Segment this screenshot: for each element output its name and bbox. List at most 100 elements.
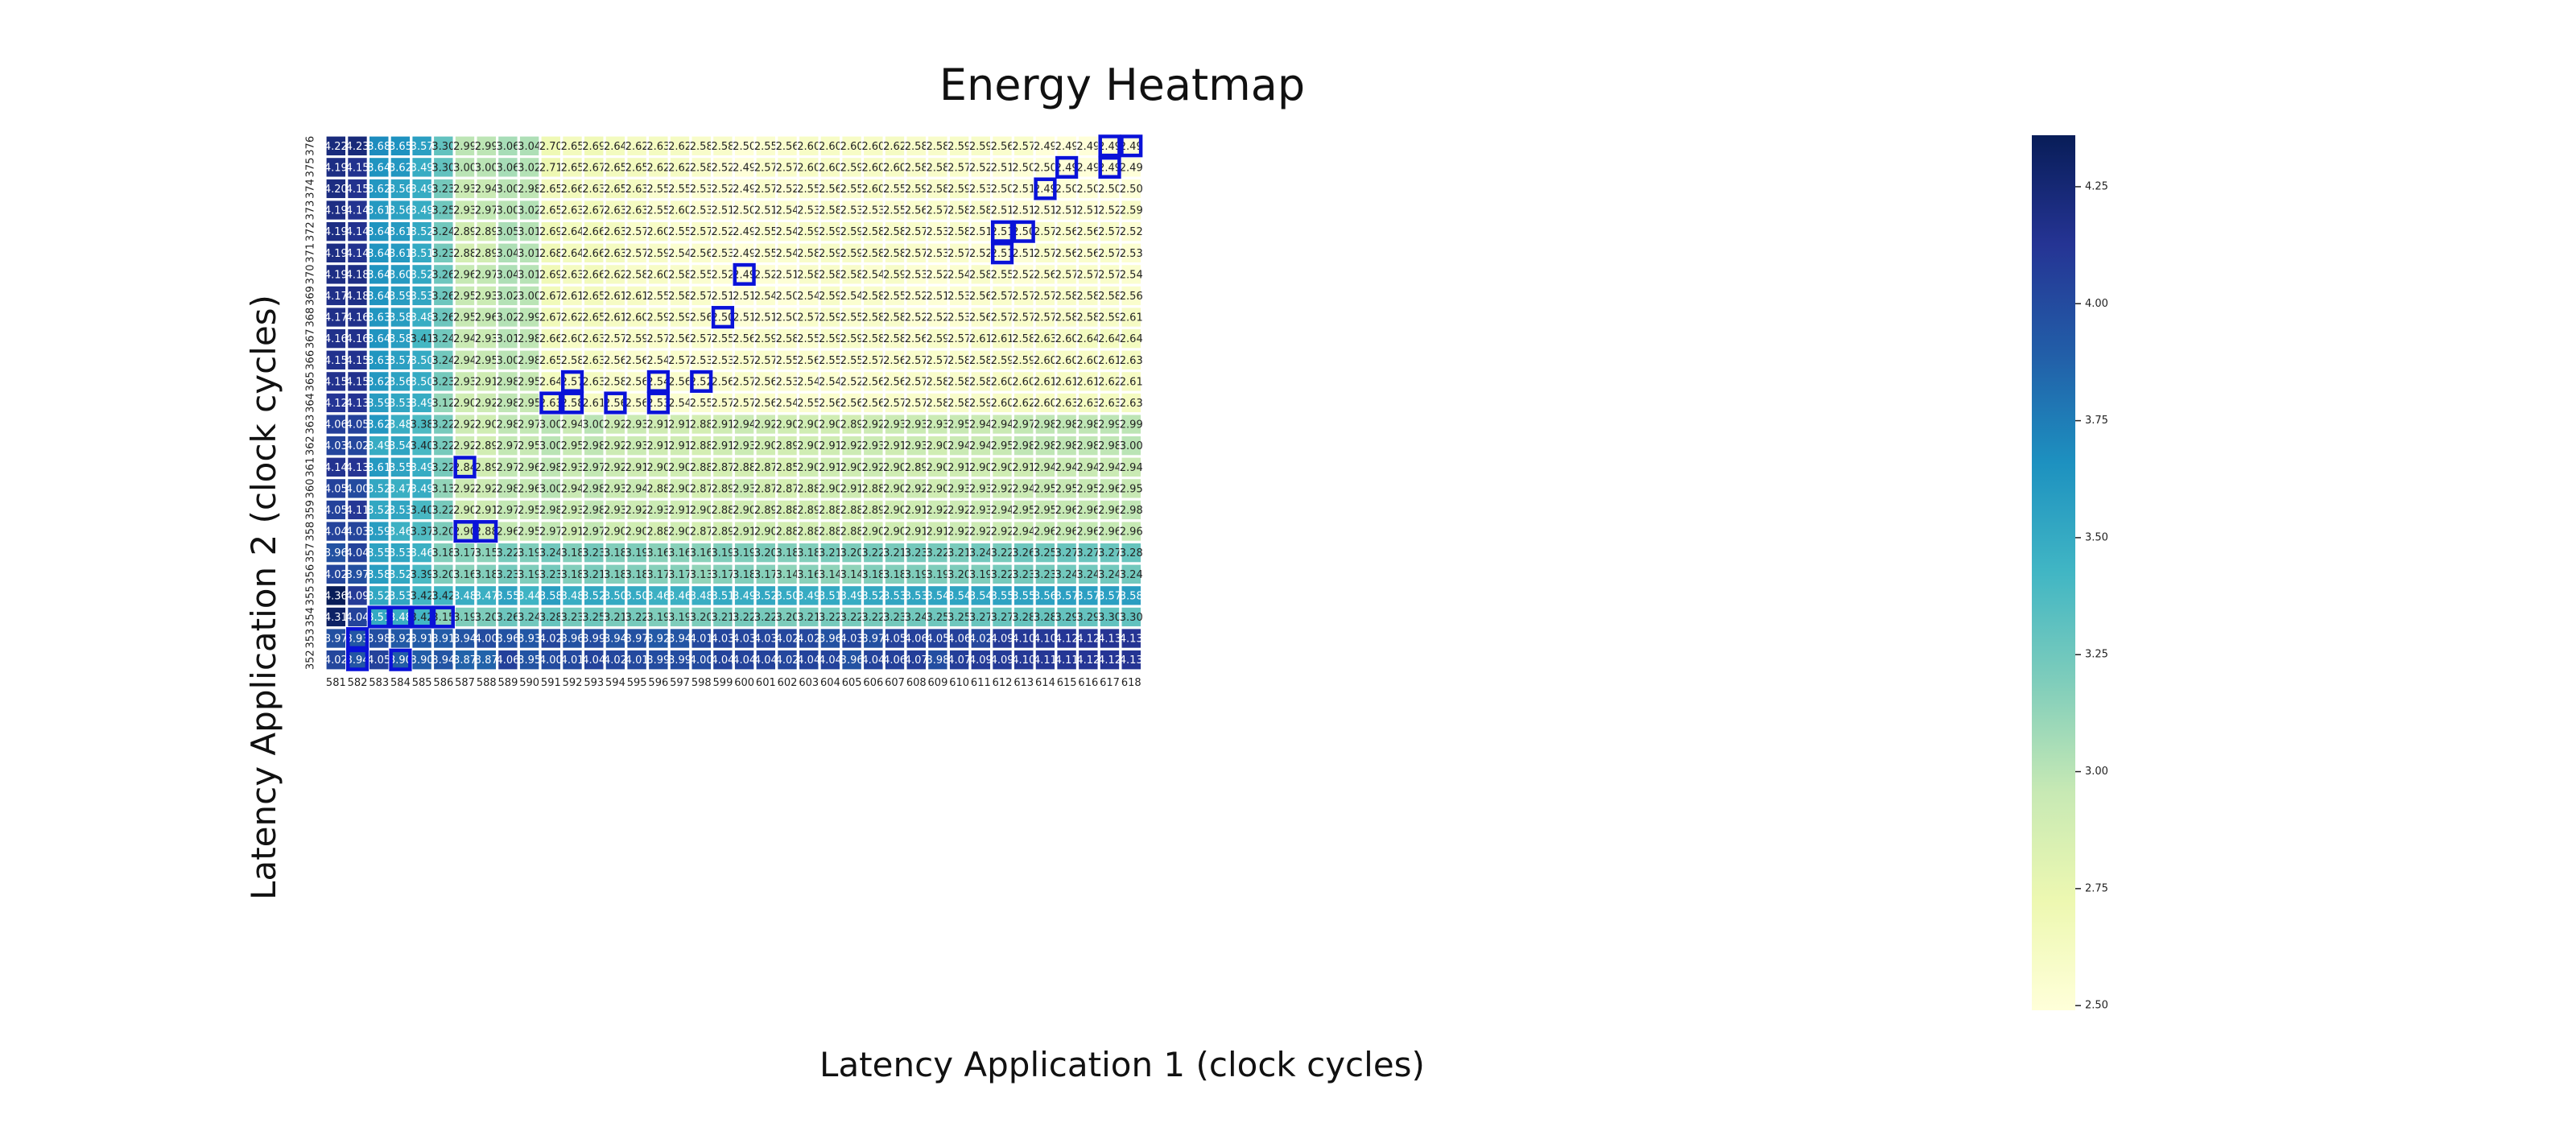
cell-value-label: 2.63 — [625, 205, 649, 217]
cell-value-label: 4.00 — [690, 654, 713, 667]
cell-value-label: 2.55 — [883, 205, 906, 217]
cell-value-label: 3.56 — [389, 184, 412, 196]
cell-value-label: 3.00 — [475, 162, 498, 174]
cell-value-label: 3.18 — [431, 547, 455, 559]
cell-value-label: 2.61 — [991, 333, 1014, 345]
cell-value-label: 2.59 — [754, 333, 778, 345]
cell-value-label: 3.23 — [431, 184, 455, 196]
cell-value-label: 2.96 — [496, 526, 519, 539]
cell-value-label: 2.62 — [668, 141, 691, 153]
heatmap-cell — [667, 241, 692, 266]
cell-value-label: 3.55 — [991, 590, 1014, 602]
cell-value-label: 4.02 — [776, 634, 799, 646]
cell-value-label: 3.49 — [797, 590, 820, 602]
cell-value-label: 2.53 — [1120, 248, 1143, 260]
cell-value-label: 2.98 — [496, 376, 519, 388]
cell-value-label: 4.02 — [797, 634, 820, 646]
cell-value-label: 2.56 — [883, 355, 906, 367]
cell-value-label: 2.58 — [776, 333, 799, 345]
heatmap-cell — [882, 283, 907, 308]
cell-value-label: 3.22 — [991, 547, 1014, 559]
cell-value-label: 2.88 — [776, 526, 799, 539]
heatmap-cell — [324, 155, 349, 180]
cell-value-label: 2.90 — [969, 462, 993, 474]
cell-value-label: 3.53 — [883, 590, 906, 602]
cell-value-label: 2.55 — [840, 184, 864, 196]
cell-value-label: 3.57 — [411, 141, 434, 153]
cell-value-label: 2.92 — [840, 440, 864, 452]
cell-value-label: 3.57 — [1076, 590, 1100, 602]
cell-value-label: 3.97 — [346, 569, 369, 581]
heatmap-cell — [796, 283, 821, 308]
cell-value-label: 3.17 — [668, 569, 691, 581]
cell-value-label: 2.60 — [991, 398, 1014, 410]
cell-value-label: 3.40 — [411, 505, 434, 517]
cell-value-label: 3.30 — [1120, 612, 1143, 624]
cell-value-label: 2.90 — [797, 462, 820, 474]
cell-value-label: 4.09 — [991, 654, 1014, 667]
cell-value-label: 3.29 — [1076, 612, 1100, 624]
cell-value-label: 3.47 — [475, 590, 498, 602]
cell-value-label: 4.14 — [346, 205, 369, 217]
heatmap-cell — [431, 155, 456, 180]
cell-value-label: 2.91 — [819, 462, 842, 474]
cell-value-label: 3.49 — [840, 590, 864, 602]
cell-value-label: 4.31 — [324, 612, 348, 624]
cell-value-label: 2.87 — [754, 483, 778, 495]
cell-value-label: 3.25 — [431, 205, 455, 217]
cell-value-label: 2.58 — [819, 205, 842, 217]
cell-value-label: 2.64 — [1098, 333, 1121, 345]
cell-value-label: 2.58 — [926, 398, 949, 410]
cell-value-label: 2.95 — [518, 440, 541, 452]
cell-value-label: 3.00 — [496, 205, 519, 217]
cell-value-label: 2.51 — [1012, 248, 1035, 260]
cell-value-label: 2.50 — [1055, 184, 1079, 196]
cell-value-label: 2.56 — [969, 291, 993, 303]
colorbar-tick-label: 3.00 — [2085, 766, 2108, 778]
cell-value-label: 2.53 — [969, 184, 993, 196]
x-tick-label: 610 — [949, 677, 969, 689]
cell-value-label: 3.44 — [518, 590, 541, 602]
cell-value-label: 4.01 — [625, 654, 649, 667]
y-tick-label: 352 — [305, 650, 317, 670]
cell-value-label: 3.50 — [604, 590, 627, 602]
cell-value-label: 3.20 — [754, 547, 778, 559]
cell-value-label: 2.49 — [733, 248, 756, 260]
cell-value-label: 4.23 — [346, 141, 369, 153]
cell-value-label: 3.20 — [840, 547, 864, 559]
cell-value-label: 3.97 — [861, 634, 885, 646]
cell-value-label: 2.56 — [1055, 248, 1079, 260]
cell-value-label: 2.57 — [947, 162, 971, 174]
cell-value-label: 3.58 — [1120, 590, 1143, 602]
cell-value-label: 3.01 — [518, 248, 541, 260]
cell-value-label: 2.96 — [1098, 526, 1121, 539]
cell-value-label: 4.04 — [711, 654, 734, 667]
cell-value-label: 2.55 — [646, 291, 670, 303]
cell-value-label: 2.91 — [668, 419, 691, 431]
cell-value-label: 2.90 — [861, 526, 885, 539]
cell-value-label: 3.57 — [1098, 590, 1121, 602]
y-tick-label: 359 — [305, 500, 317, 520]
y-tick-label: 374 — [305, 179, 317, 199]
cell-value-label: 2.91 — [668, 440, 691, 452]
cell-value-label: 2.61 — [625, 291, 649, 303]
cell-value-label: 2.58 — [1055, 291, 1079, 303]
cell-value-label: 2.52 — [711, 226, 734, 238]
cell-value-label: 3.90 — [411, 654, 434, 667]
colorbar-tick-label: 2.50 — [2085, 1000, 2108, 1012]
cell-value-label: 4.22 — [324, 141, 348, 153]
cell-value-label: 3.52 — [367, 590, 390, 602]
cell-value-label: 2.56 — [754, 398, 778, 410]
cell-value-label: 4.12 — [1076, 654, 1100, 667]
cell-value-label: 3.18 — [475, 569, 498, 581]
cell-value-label: 2.50 — [711, 312, 734, 324]
cell-value-label: 3.17 — [711, 569, 734, 581]
cell-value-label: 2.57 — [1012, 312, 1035, 324]
cell-value-label: 2.91 — [475, 505, 498, 517]
cell-value-label: 2.60 — [1012, 376, 1035, 388]
cell-value-label: 3.98 — [926, 654, 949, 667]
cell-value-label: 2.94 — [1098, 462, 1121, 474]
cell-value-label: 4.11 — [346, 505, 369, 517]
cell-value-label: 2.55 — [668, 184, 691, 196]
